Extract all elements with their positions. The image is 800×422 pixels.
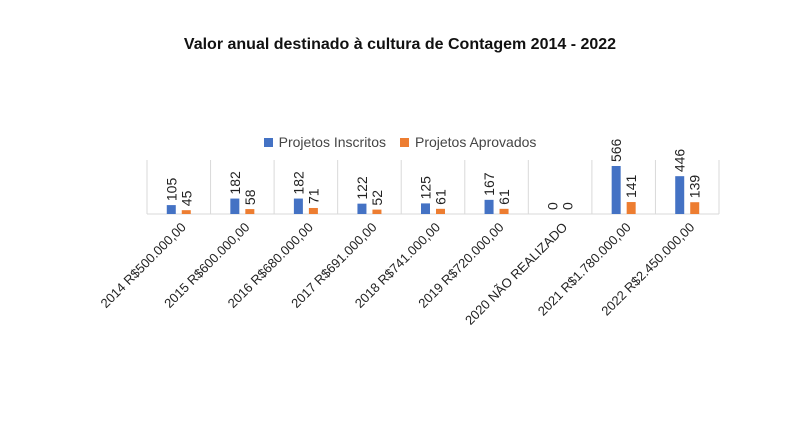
bar-inscritos — [675, 176, 685, 214]
bar-aprovados — [308, 207, 318, 214]
data-label-aprovados: 61 — [496, 189, 512, 205]
data-label-aprovados: 58 — [242, 189, 258, 205]
data-label-aprovados: 139 — [687, 175, 703, 199]
data-label-inscritos: 0 — [545, 202, 561, 210]
legend-swatch-inscritos — [263, 137, 273, 147]
data-label-aprovados: 45 — [178, 190, 194, 206]
data-label-inscritos: 182 — [227, 171, 243, 195]
bar-inscritos — [293, 198, 303, 214]
legend: Projetos Inscritos Projetos Aprovados — [0, 134, 800, 150]
data-label-inscritos: 122 — [354, 176, 370, 200]
data-label-aprovados: 61 — [433, 189, 449, 205]
legend-swatch-aprovados — [399, 137, 409, 147]
bar-aprovados — [690, 202, 700, 214]
bar-inscritos — [421, 203, 430, 214]
bar-inscritos — [357, 203, 367, 214]
bar-aprovados — [499, 208, 509, 214]
data-label-aprovados: 0 — [560, 202, 576, 210]
x-tick-label: 2020 NÃO REALIZADO — [462, 220, 570, 328]
bar-inscritos — [166, 205, 176, 214]
data-label-inscritos: 182 — [290, 171, 306, 195]
data-label-inscritos: 566 — [608, 138, 624, 162]
data-label-inscritos: 167 — [481, 172, 497, 196]
data-label-inscritos: 125 — [418, 176, 434, 200]
data-label-aprovados: 141 — [623, 174, 639, 198]
legend-label-aprovados: Projetos Aprovados — [414, 134, 537, 150]
data-label-inscritos: 446 — [672, 149, 688, 173]
legend-label-inscritos: Projetos Inscritos — [278, 134, 386, 150]
bar-aprovados — [436, 208, 445, 214]
bar-inscritos — [611, 166, 621, 214]
data-label-aprovados: 71 — [305, 188, 321, 204]
legend-item-aprovados: Projetos Aprovados — [399, 134, 537, 150]
data-label-aprovados: 52 — [369, 190, 385, 206]
legend-item-inscritos: Projetos Inscritos — [263, 134, 386, 150]
bar-aprovados — [626, 202, 636, 214]
bar-inscritos — [230, 198, 240, 214]
chart-title: Valor anual destinado à cultura de Conta… — [183, 36, 617, 53]
bar-inscritos — [484, 199, 494, 214]
bar-aprovados — [181, 210, 191, 214]
bar-aprovados — [245, 209, 255, 214]
data-label-inscritos: 105 — [163, 178, 179, 202]
bar-aprovados — [372, 209, 382, 214]
